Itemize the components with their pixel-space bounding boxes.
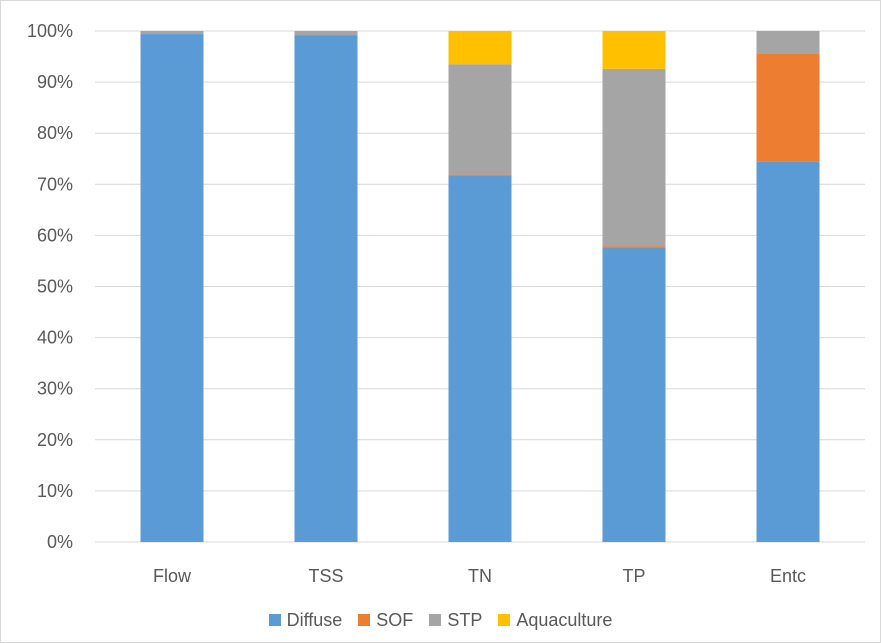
legend-item-stp: STP (429, 610, 482, 631)
legend-label: Diffuse (286, 609, 343, 630)
y-tick-label: 100% (27, 21, 73, 41)
legend-swatch (268, 614, 281, 626)
bar-tn-diffuse (448, 175, 512, 542)
bar-tp-stp (602, 68, 666, 247)
legend-item-sof: SOF (358, 610, 413, 631)
y-tick-label: 50% (37, 277, 73, 297)
bar-flow-stp (140, 31, 204, 35)
legend-item-aquaculture: Aquaculture (498, 610, 612, 631)
bar-tp-aquaculture (602, 31, 666, 69)
y-tick-label: 0% (47, 532, 73, 552)
legend-label: STP (447, 609, 483, 630)
y-tick-label: 70% (37, 174, 73, 194)
legend: Diffuse SOF STP Aquaculture (0, 605, 881, 635)
y-tick-label: 60% (37, 225, 73, 245)
y-axis-ticks: 0% 10% 20% 30% 40% 50% 60% 70% 80% 90% 100% (27, 21, 73, 552)
x-axis-ticks: Flow TSS TN TP Entc (153, 566, 806, 586)
legend-swatch (498, 614, 511, 626)
x-tick-label: TP (622, 566, 645, 586)
bar-flow-diffuse (140, 34, 204, 542)
y-tick-label: 20% (37, 430, 73, 450)
bar-tss-stp (294, 31, 358, 36)
bar-tn-stp (448, 64, 512, 175)
x-tick-label: Entc (770, 566, 806, 586)
x-tick-label: TN (468, 566, 492, 586)
bars (140, 31, 820, 542)
bar-entc-sof (756, 53, 820, 162)
bar-tp-sof (602, 246, 666, 248)
bar-entc-stp (756, 31, 820, 54)
legend-label: Aquaculture (516, 609, 613, 630)
legend-swatch (429, 614, 442, 626)
bar-entc-diffuse (756, 161, 820, 542)
bar-tss-diffuse (294, 35, 358, 542)
legend-label: SOF (376, 609, 414, 630)
y-tick-label: 10% (37, 481, 73, 501)
stacked-bar-chart: 0% 10% 20% 30% 40% 50% 60% 70% 80% 90% 100% Flow TS… (27, 21, 865, 586)
y-tick-label: 40% (37, 328, 73, 348)
legend-swatch (358, 614, 371, 626)
bar-tp-diffuse (602, 247, 666, 542)
x-tick-label: Flow (153, 566, 192, 586)
bar-tn-sof (448, 174, 512, 176)
legend-item-diffuse: Diffuse (268, 609, 343, 631)
y-tick-label: 30% (37, 379, 73, 399)
y-tick-label: 90% (37, 72, 73, 92)
y-tick-label: 80% (37, 123, 73, 143)
bar-tn-aquaculture (448, 31, 512, 65)
x-tick-label: TSS (308, 566, 343, 586)
